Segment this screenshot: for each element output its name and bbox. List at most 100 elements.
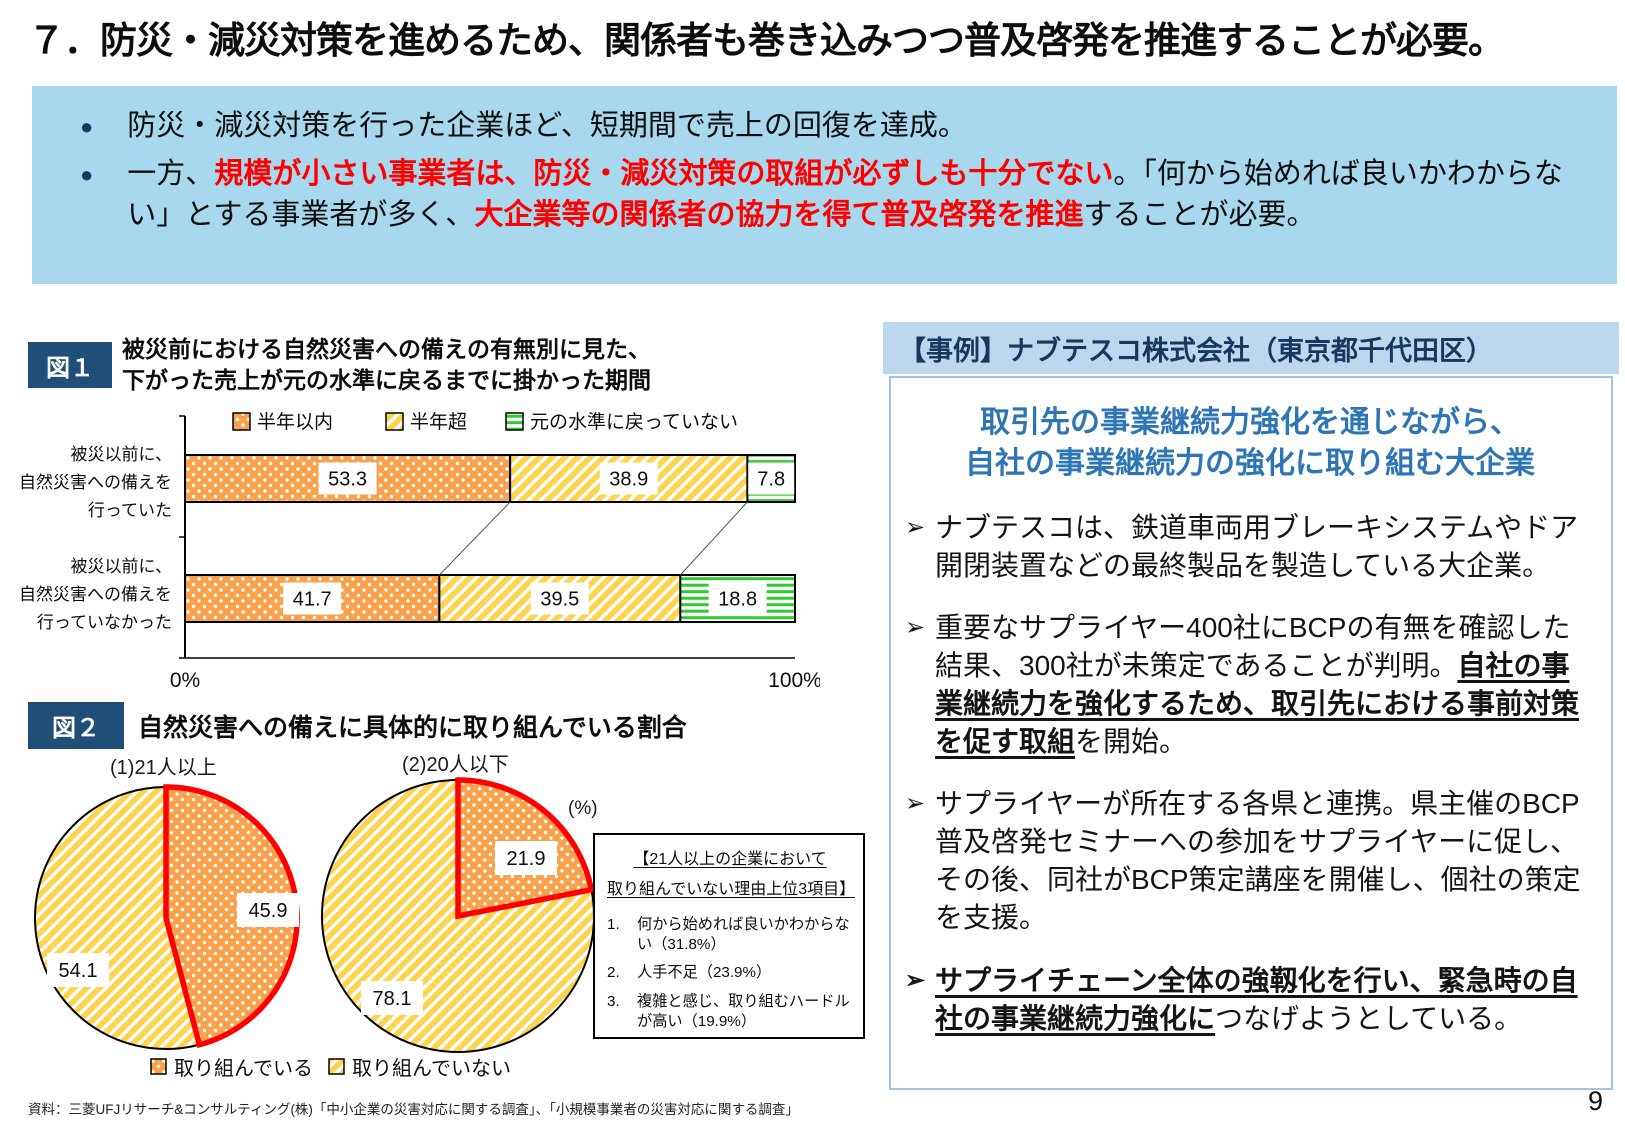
- pie-legend-label-not-doing: 取り組んでいない: [352, 1058, 511, 1080]
- bar-value-label: 53.3: [328, 469, 367, 491]
- page-title: ７．防災・減災対策を進めるため、関係者も巻き込みつつ普及啓発を推進することが必要…: [28, 20, 1505, 61]
- bar-value-box: [318, 462, 377, 495]
- case-paragraph-1-text: ナブテスコは、鉄道車両用ブレーキシステムやドア開閉装置などの最終製品を製造してい…: [935, 511, 1579, 581]
- bullet-icon: ●: [80, 114, 94, 139]
- fig1-stacked-bar-chart: 半年以内 半年超 元の水準に戻っていない被災以前に、自然災害への備えを行っていた被災…: [20, 411, 820, 692]
- percent-unit-label: (%): [568, 798, 598, 819]
- pie-legend-label-doing: 取り組んでいる: [174, 1058, 313, 1080]
- fig1-title-line2: 下がった売上が元の水準に戻るまでに掛かった期間: [122, 367, 651, 394]
- fig2-pie-charts: 45.9 54.1 21.9 78.1: [34, 777, 595, 1053]
- pie2-caption: (2)20人以下: [402, 754, 509, 776]
- bar-value-box: [599, 462, 658, 495]
- fig1-category-label: 自然災害への備えを: [20, 585, 172, 604]
- pie-value-label: 45.9: [249, 900, 288, 922]
- case-paragraph-3: ➢ サプライヤーが所在する各県と連携。県主催のBCP普及啓発セミナーへの参加をサ…: [905, 785, 1595, 937]
- case-paragraph-3-text: サプライヤーが所在する各県と連携。県主催のBCP普及啓発セミナーへの参加をサプラ…: [935, 788, 1581, 934]
- pie-legend-item-not-doing: 取り組んでいない: [328, 1052, 511, 1081]
- pie-value-box: [495, 841, 557, 875]
- bar-value-label: 39.5: [540, 589, 579, 611]
- fig2-title: 自然災害への備えに具体的に取り組んでいる割合: [138, 714, 687, 742]
- bar-value-label: 7.8: [757, 469, 785, 491]
- arrow-bullet-icon: ➢: [905, 790, 926, 818]
- fig1-category-label: 自然災害への備えを: [20, 473, 172, 492]
- case-paragraph-1: ➢ ナブテスコは、鉄道車両用ブレーキシステムやドア開閉装置などの最終製品を製造し…: [905, 509, 1595, 585]
- case-p4-post: つなげようとしている。: [1215, 1002, 1523, 1034]
- reasons-title: 【21人以上の企業において 取り組んでいない理由上位3項目】: [607, 845, 856, 906]
- case-p4-bold: サプライチェーン全体の強靱化を行い、緊急時の自社の事業継続力強化に: [935, 964, 1578, 1034]
- fig1-category-label: 行っていた: [88, 501, 172, 520]
- summary-bullet-2: ● 一方、規模が小さい事業者は、防災・減災対策の取組が必ずしも十分でない。「何か…: [80, 154, 1583, 236]
- pie-value-label: 54.1: [59, 960, 98, 982]
- reason-item-3: 3. 複雑と感じ、取り組むハードルが高い（19.9%）: [607, 992, 853, 1032]
- reason-text: 人手不足（23.9%）: [637, 964, 772, 982]
- summary-b2-red1: 規模が小さい事業者は、防災・減災対策の取組が必ずしも十分でない: [214, 158, 1114, 190]
- pie-value-box: [47, 953, 109, 987]
- case-paragraph-4-text: サプライチェーン全体の強靱化を行い、緊急時の自社の事業継続力強化につなげようとし…: [935, 962, 1595, 1038]
- fig1-legend-label: 元の水準に戻っていない: [530, 411, 738, 433]
- fig1-axis-max-label: 100%: [768, 669, 820, 692]
- reason-text: 複雑と感じ、取り組むハードルが高い（19.9%）: [637, 993, 850, 1030]
- case-study-header: 【事例】ナブテスコ株式会社（東京都千代田区）: [883, 322, 1619, 374]
- pie-value-label: 78.1: [373, 988, 412, 1010]
- legend-swatch-orange-dots: [150, 1058, 167, 1075]
- case-headline-line1: 取引先の事業継続力強化を通じながら、: [980, 406, 1520, 439]
- bar-value-label: 38.9: [609, 469, 648, 491]
- bar-connector-line: [439, 501, 511, 576]
- case-paragraph-2: ➢ 重要なサプライヤー400社にBCPの有無を確認した結果、300社が未策定であ…: [905, 609, 1595, 761]
- summary-b2-red2: 大企業等の関係者の協力を得て普及啓発を推進: [474, 199, 1084, 232]
- case-headline-line2: 自社の事業継続力の強化に取り組む大企業: [965, 447, 1535, 481]
- bar-value-box: [530, 582, 589, 615]
- case-paragraph-4: ➢ サプライチェーン全体の強靱化を行い、緊急時の自社の事業継続力強化につなげよう…: [905, 962, 1595, 1038]
- pie-value-label: 21.9: [507, 848, 546, 870]
- page-number: 9: [1588, 1086, 1604, 1116]
- pie-value-box: [361, 981, 423, 1015]
- fig1-category-label: 被災以前に、: [71, 445, 173, 464]
- fig1-legend-swatch: [385, 412, 404, 431]
- pie1-caption: (1)21人以上: [110, 757, 217, 779]
- reason-number: 1.: [607, 915, 620, 933]
- case-p2-post: を開始。: [1075, 726, 1188, 758]
- fig1-title-line1: 被災前における自然災害への備えの有無別に見た、: [122, 336, 651, 362]
- fig1-legend-swatch: [232, 412, 251, 431]
- reason-number: 3.: [607, 993, 620, 1011]
- arrow-bullet-icon: ➢: [905, 966, 926, 994]
- bar-value-box: [283, 582, 342, 615]
- bar-value-label: 41.7: [293, 589, 332, 611]
- summary-bullet-2-text: 一方、規模が小さい事業者は、防災・減災対策の取組が必ずしも十分でない。「何から始…: [127, 154, 1583, 236]
- bar-value-box: [708, 582, 767, 615]
- reasons-title-line1: 【21人以上の企業において: [633, 851, 827, 868]
- case-paragraph-2-text: 重要なサプライヤー400社にBCPの有無を確認した結果、300社が未策定であるこ…: [935, 609, 1595, 761]
- case-study-body: 取引先の事業継続力強化を通じながら、 自社の事業継続力の強化に取り組む大企業 ➢…: [889, 376, 1613, 1090]
- summary-box: ● 防災・減災対策を行った企業ほど、短期間で売上の回復を達成。 ● 一方、規模が…: [32, 86, 1617, 284]
- arrow-bullet-icon: ➢: [905, 613, 926, 641]
- bar-value-label: 18.8: [718, 589, 757, 611]
- reasons-callout-box: 【21人以上の企業において 取り組んでいない理由上位3項目】 1. 何から始めれ…: [593, 833, 865, 1039]
- reason-text: 何から始めれば良いかわからない（31.8%）: [637, 915, 850, 953]
- fig2-badge: 図２: [28, 702, 124, 749]
- summary-bullet-1-text: 防災・減災対策を行った企業ほど、短期間で売上の回復を達成。: [127, 110, 967, 142]
- bar-connector-line: [679, 501, 748, 576]
- fig1-title: 被災前における自然災害への備えの有無別に見た、 下がった売上が元の水準に戻るまで…: [122, 334, 651, 396]
- reason-item-2: 2. 人手不足（23.9%）: [607, 963, 853, 983]
- fig1-category-label: 行っていなかった: [37, 613, 172, 632]
- source-note: 資料：三菱UFJリサーチ&コンサルティング(株)「中小企業の災害対応に関する調査…: [28, 1102, 799, 1117]
- bullet-icon: ●: [80, 162, 94, 187]
- summary-bullet-1: ● 防災・減災対策を行った企業ほど、短期間で売上の回復を達成。: [80, 106, 1583, 148]
- bar-value-box: [748, 462, 795, 495]
- pie-value-box: [237, 893, 299, 927]
- fig1-badge: 図１: [28, 342, 112, 388]
- reason-number: 2.: [607, 964, 620, 982]
- legend-swatch-yellow-stripes: [328, 1058, 345, 1075]
- reasons-title-line2: 取り組んでいない理由上位3項目】: [607, 881, 856, 899]
- fig1-legend-label: 半年以内: [257, 411, 333, 433]
- summary-b2-pre: 一方、: [127, 158, 215, 190]
- fig1-axis-min-label: 0%: [170, 669, 200, 692]
- summary-b2-post: することが必要。: [1083, 199, 1316, 232]
- case-headline: 取引先の事業継続力強化を通じながら、 自社の事業継続力の強化に取り組む大企業: [905, 402, 1595, 485]
- pie-legend-item-doing: 取り組んでいる: [150, 1052, 313, 1081]
- fig1-legend-swatch: [505, 412, 524, 431]
- reason-item-1: 1. 何から始めれば良いかわからない（31.8%）: [607, 915, 853, 955]
- arrow-bullet-icon: ➢: [905, 513, 926, 541]
- summary-b2-mid: 。「何から始めれば良いかわからない」とする事業者が多く、: [127, 158, 1563, 232]
